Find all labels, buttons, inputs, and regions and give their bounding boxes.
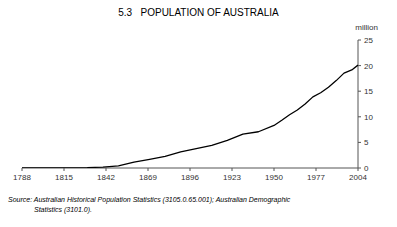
y-axis <box>358 40 359 168</box>
x-tick-label: 1896 <box>181 173 199 182</box>
y-axis-label: million <box>355 23 378 32</box>
y-tick <box>358 116 361 117</box>
x-tick <box>232 168 233 171</box>
y-tick-label: 10 <box>364 113 373 122</box>
y-tick-label: 25 <box>364 36 373 45</box>
x-tick <box>190 168 191 171</box>
y-tick-label: 15 <box>364 87 373 96</box>
source-note: Source: Australian Historical Population… <box>8 196 291 204</box>
title: 5.3 POPULATION OF AUSTRALIA <box>118 7 279 18</box>
y-tick <box>358 142 361 143</box>
population-line <box>22 65 358 168</box>
y-tick <box>358 168 361 169</box>
x-tick-label: 2004 <box>349 173 367 182</box>
x-tick-label: 1842 <box>97 173 115 182</box>
x-tick-label: 1815 <box>55 173 73 182</box>
y-tick <box>358 65 361 66</box>
chart: 5.3 POPULATION OF AUSTRALIA million 1788 18… <box>0 0 397 227</box>
x-tick <box>316 168 317 171</box>
x-tick-label: 1788 <box>13 173 31 182</box>
x-tick <box>22 168 23 171</box>
x-tick <box>148 168 149 171</box>
x-tick-label: 1869 <box>139 173 157 182</box>
x-tick-label: 1977 <box>307 173 325 182</box>
y-tick-label: 20 <box>364 62 373 71</box>
x-tick-label: 1950 <box>265 173 283 182</box>
x-tick <box>106 168 107 171</box>
x-tick-label: 1923 <box>223 173 241 182</box>
y-tick-label: 5 <box>364 138 369 147</box>
source-note: Statistics (3101.0). <box>34 206 92 214</box>
x-tick <box>64 168 65 171</box>
plot-area <box>22 65 358 168</box>
y-tick <box>358 91 361 92</box>
x-tick <box>274 168 275 171</box>
y-tick <box>358 40 361 41</box>
y-tick-label: 0 <box>364 164 369 173</box>
